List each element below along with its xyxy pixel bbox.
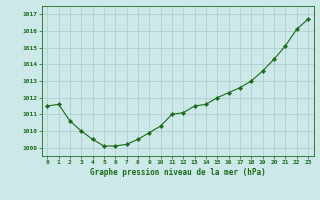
X-axis label: Graphe pression niveau de la mer (hPa): Graphe pression niveau de la mer (hPa): [90, 168, 266, 177]
